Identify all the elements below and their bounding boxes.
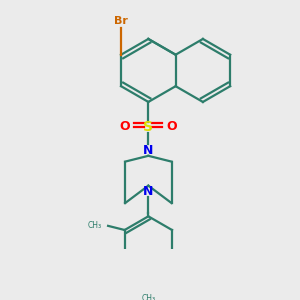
Text: N: N xyxy=(143,185,154,198)
Text: N: N xyxy=(143,143,154,157)
Text: O: O xyxy=(166,120,177,133)
Text: S: S xyxy=(143,120,153,134)
Text: CH₃: CH₃ xyxy=(141,294,155,300)
Text: CH₃: CH₃ xyxy=(87,221,101,230)
Text: O: O xyxy=(120,120,130,133)
Text: Br: Br xyxy=(114,16,128,26)
